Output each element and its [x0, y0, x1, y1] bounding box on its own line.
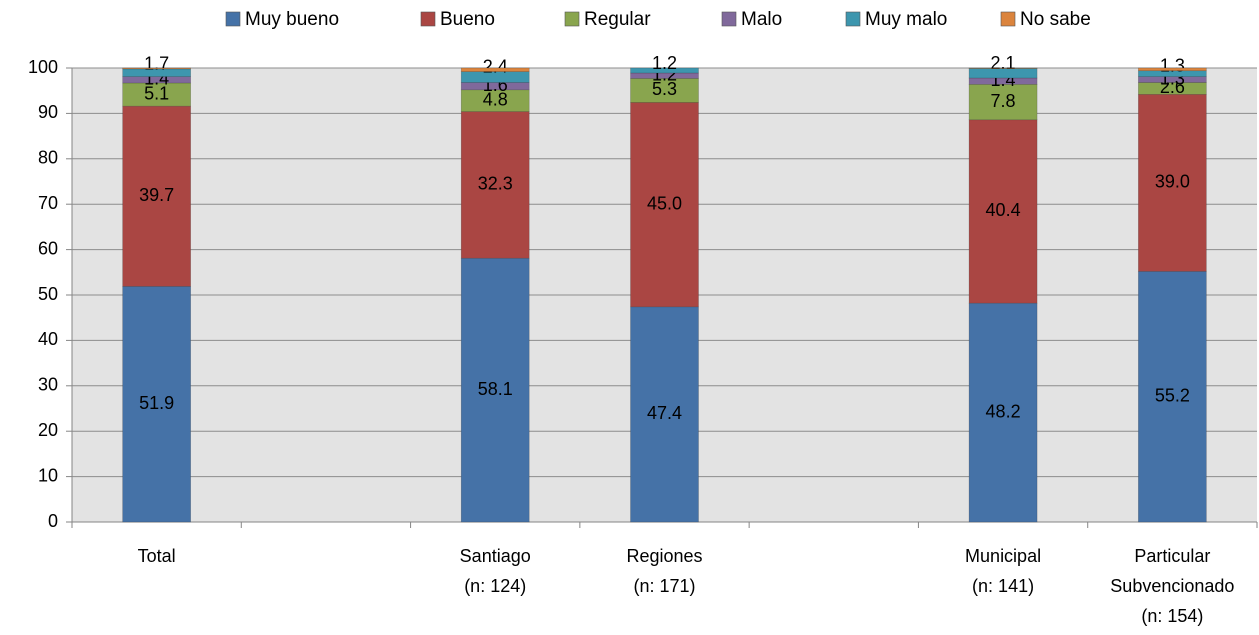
data-label: 1.7 — [144, 54, 169, 74]
legend-swatch — [721, 11, 737, 27]
data-label: 39.0 — [1155, 172, 1190, 192]
y-tick-label: 90 — [38, 102, 58, 122]
bar-segment — [460, 111, 530, 259]
x-category-label: Subvencionado — [1110, 576, 1234, 596]
bar-segment — [630, 102, 699, 308]
data-label: 40.4 — [986, 200, 1021, 220]
y-tick-label: 50 — [38, 284, 58, 304]
bar-segment — [1138, 271, 1207, 523]
y-tick-label: 10 — [38, 465, 58, 485]
legend-swatch — [225, 11, 241, 27]
y-tick-label: 0 — [48, 511, 58, 531]
y-tick-label: 30 — [38, 375, 58, 395]
x-category-label: Regiones — [626, 546, 702, 566]
data-label: 47.4 — [647, 403, 682, 423]
data-label: 5.3 — [652, 79, 677, 99]
bar-segment — [122, 67, 191, 70]
bar-segment — [460, 67, 530, 72]
bar-segment — [968, 67, 1038, 69]
legend-swatch — [564, 11, 580, 27]
bar-segment — [630, 78, 699, 103]
bar-segment — [1138, 94, 1207, 272]
x-category-label: (n: 154) — [1141, 606, 1203, 626]
legend-label: No sabe — [1020, 9, 1091, 30]
x-category-label: Municipal — [965, 546, 1041, 566]
y-tick-label: 80 — [38, 148, 58, 168]
y-tick-label: 40 — [38, 329, 58, 349]
data-label: 48.2 — [986, 401, 1021, 421]
bar-segment — [460, 257, 530, 523]
legend-label: Muy bueno — [245, 9, 339, 30]
bar-segment — [630, 67, 699, 74]
bar-segment — [1138, 67, 1207, 72]
x-category-label: Santiago — [460, 546, 531, 566]
y-tick-label: 60 — [38, 238, 58, 258]
x-category-label: (n: 141) — [972, 576, 1034, 596]
data-label: 58.1 — [478, 379, 513, 399]
data-label: 55.2 — [1155, 385, 1190, 405]
bar-segment — [968, 302, 1038, 523]
legend-label: Bueno — [440, 9, 495, 30]
legend-label: Regular — [584, 9, 651, 30]
y-tick-label: 20 — [38, 420, 58, 440]
legend-swatch — [420, 11, 436, 27]
data-label: 2.4 — [483, 56, 508, 76]
x-category-label: Total — [138, 546, 176, 566]
bar-segment — [122, 105, 191, 287]
x-category-label: (n: 124) — [464, 576, 526, 596]
data-label: 7.8 — [991, 91, 1016, 111]
legend-label: Muy malo — [865, 9, 947, 30]
data-label: 39.7 — [139, 185, 174, 205]
bar-segment — [968, 84, 1038, 121]
legend-swatch — [845, 11, 861, 27]
legend-label: Malo — [741, 9, 782, 30]
data-label: 5.1 — [144, 83, 169, 103]
legend-swatch — [1000, 11, 1016, 27]
data-label: 4.8 — [483, 89, 508, 109]
data-label: 51.9 — [139, 393, 174, 413]
y-tick-label: 100 — [28, 57, 58, 77]
data-label: 1.3 — [1160, 55, 1185, 75]
data-label: 32.3 — [478, 174, 513, 194]
data-label: 45.0 — [647, 193, 682, 213]
x-category-label: Particular — [1134, 546, 1210, 566]
data-label: 1.2 — [652, 53, 677, 73]
x-category-label: (n: 171) — [633, 576, 695, 596]
bar-segment — [968, 119, 1038, 304]
data-label: 2.1 — [991, 53, 1016, 73]
y-tick-label: 70 — [38, 193, 58, 213]
